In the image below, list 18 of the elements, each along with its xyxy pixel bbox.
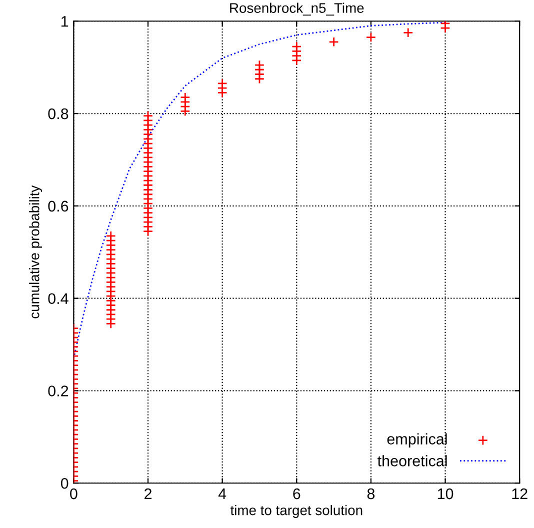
x-tick-label: 12 (512, 488, 528, 500)
y-tick-label: 0.6 (48, 200, 68, 212)
chart-title: Rosenbrock_n5_Time (230, 2, 364, 16)
y-axis-title: cumulative probability (29, 185, 42, 318)
y-tick-label: 0 (60, 478, 68, 489)
legend-label: empirical (387, 433, 447, 448)
y-tick-label: 0.2 (48, 386, 68, 396)
x-tick-label: 0 (70, 488, 78, 500)
x-axis-title: time to target solution (230, 505, 362, 518)
x-tick-label: 6 (293, 488, 300, 500)
y-tick-label: 0.4 (48, 293, 68, 304)
y-tick-label: 0.8 (48, 108, 68, 120)
x-tick-label: 8 (367, 488, 375, 500)
x-tick-label: 10 (438, 488, 454, 500)
y-tick-label: 1 (62, 16, 68, 27)
x-tick-label: 4 (218, 488, 226, 500)
x-tick-label: 2 (144, 488, 152, 500)
legend-label: theoretical (378, 455, 447, 466)
